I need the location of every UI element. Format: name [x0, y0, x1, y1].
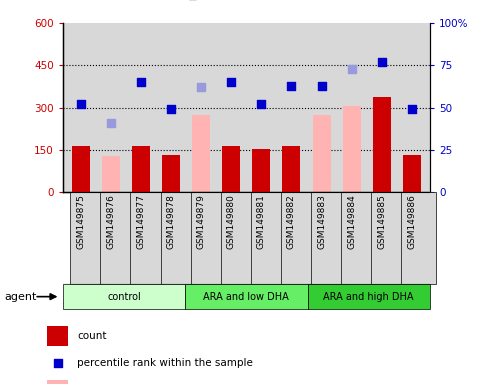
Text: ARA and high DHA: ARA and high DHA	[324, 291, 414, 302]
Bar	[373, 97, 391, 192]
Text: percentile rank within the sample: percentile rank within the sample	[77, 358, 253, 368]
Point	[107, 120, 115, 126]
Bar	[185, 284, 308, 309]
Point	[318, 83, 326, 89]
Point	[421, 299, 429, 305]
Bar	[281, 192, 315, 284]
Bar	[191, 192, 225, 284]
Text: agent: agent	[5, 291, 37, 302]
Point	[408, 106, 416, 112]
Bar	[221, 192, 256, 284]
Bar	[162, 156, 180, 192]
Text: ARA and low DHA: ARA and low DHA	[203, 291, 289, 302]
Text: GSM149877: GSM149877	[137, 194, 145, 249]
Bar	[102, 156, 120, 192]
Bar	[283, 146, 300, 192]
Bar	[403, 156, 421, 192]
Text: control: control	[107, 291, 141, 302]
Point	[167, 106, 175, 112]
Bar	[311, 192, 346, 284]
Bar	[71, 192, 105, 284]
Text: GSM149875: GSM149875	[76, 194, 85, 249]
Bar	[401, 192, 436, 284]
Text: GSM149884: GSM149884	[347, 194, 356, 248]
Text: GSM149883: GSM149883	[317, 194, 326, 249]
Bar	[63, 284, 185, 309]
Bar	[252, 149, 270, 192]
Bar	[341, 192, 376, 284]
Point	[378, 59, 385, 65]
Bar	[251, 192, 285, 284]
Point	[287, 83, 295, 89]
Bar	[130, 192, 165, 284]
Text: GSM149881: GSM149881	[257, 194, 266, 249]
Bar	[132, 146, 150, 192]
Bar	[160, 192, 195, 284]
Bar	[371, 192, 406, 284]
Text: GSM149876: GSM149876	[106, 194, 115, 249]
Bar	[342, 106, 361, 192]
Text: GSM149882: GSM149882	[287, 194, 296, 248]
Text: GSM149886: GSM149886	[407, 194, 416, 249]
Point	[348, 66, 355, 72]
Bar	[222, 146, 241, 192]
Text: GSM149878: GSM149878	[167, 194, 176, 249]
Text: GSM149880: GSM149880	[227, 194, 236, 249]
Bar	[313, 116, 330, 192]
Point	[227, 79, 235, 85]
Bar	[100, 192, 135, 284]
Point	[198, 84, 205, 90]
Point	[257, 101, 265, 107]
Text: GSM149879: GSM149879	[197, 194, 206, 249]
Point	[137, 79, 145, 85]
Bar	[192, 114, 210, 192]
Text: count: count	[77, 331, 106, 341]
Bar	[308, 284, 430, 309]
Point	[77, 101, 85, 107]
Text: GSM149885: GSM149885	[377, 194, 386, 249]
Bar	[47, 380, 69, 384]
Bar	[47, 326, 69, 346]
Bar	[72, 146, 90, 192]
